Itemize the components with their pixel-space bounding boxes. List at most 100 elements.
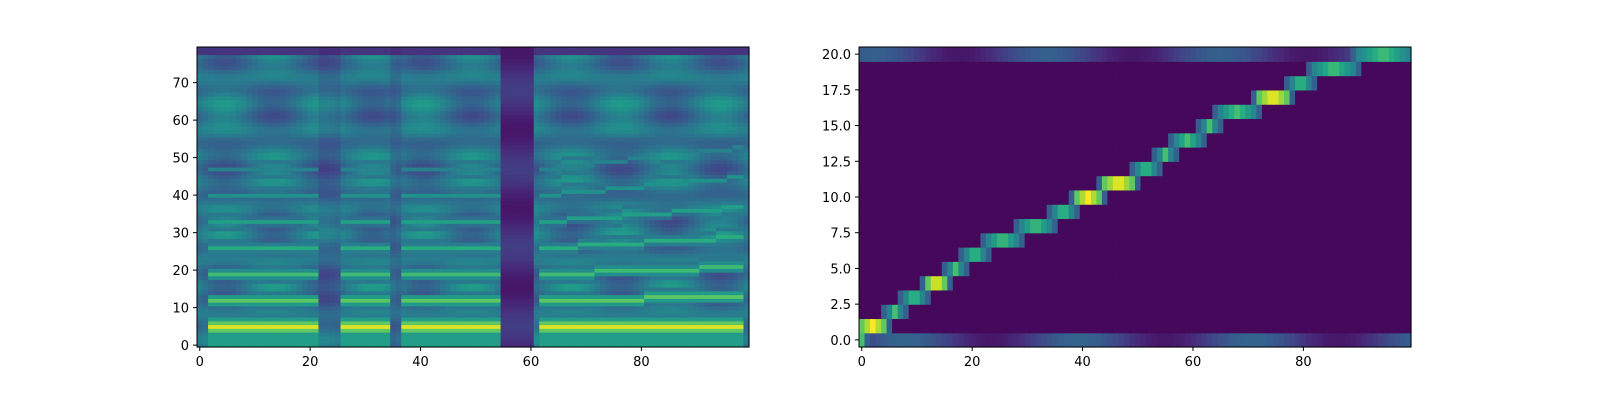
spectrogram-cell: [439, 320, 446, 326]
spectrogram-cell: [329, 294, 336, 299]
spectrogram-cell: [693, 174, 700, 179]
spectrogram-cell: [710, 197, 717, 202]
spectrogram-cell: [274, 305, 281, 311]
spectrogram-cell: [588, 182, 596, 187]
spectrogram-cell: [517, 234, 524, 239]
spectrogram-cell: [588, 335, 596, 341]
spectrogram-cell: [246, 305, 253, 311]
spectrogram-cell: [721, 339, 728, 344]
spectrogram-cell: [572, 279, 579, 284]
spectrogram-cell: [351, 245, 358, 251]
spectrogram-cell: [522, 279, 529, 284]
spectrogram-cell: [197, 328, 204, 333]
spectrogram-cell: [213, 332, 220, 337]
spectrogram-cell: [246, 212, 253, 217]
spectrogram-cell: [638, 302, 645, 307]
spectrogram-cell: [638, 163, 645, 168]
spectrogram-cell: [594, 238, 601, 243]
spectrogram-cell: [213, 275, 220, 281]
spectrogram-cell: [412, 290, 419, 296]
spectrogram-cell: [235, 238, 242, 243]
spectrogram-cell: [323, 215, 331, 221]
spectrogram-cell: [561, 339, 568, 344]
spectrogram-cell: [644, 170, 651, 176]
spectrogram-cell: [373, 339, 380, 344]
spectrogram-cell: [263, 317, 270, 322]
spectrogram-cell: [257, 298, 264, 303]
spectrogram-cell: [252, 182, 259, 187]
spectrogram-cell: [539, 212, 546, 217]
spectrogram-cell: [550, 230, 557, 236]
spectrogram-cell: [428, 163, 435, 168]
spectrogram-cell: [699, 189, 706, 194]
spectrogram-cell: [726, 302, 734, 307]
spectrogram-cell: [566, 242, 573, 247]
spectrogram-cell: [638, 242, 645, 247]
spectrogram-cell: [335, 208, 342, 213]
spectrogram-cell: [737, 283, 745, 288]
spectrogram-cell: [307, 272, 314, 277]
spectrogram-cell: [301, 298, 308, 303]
spectrogram-cell: [246, 332, 253, 337]
spectrogram-cell: [208, 332, 215, 337]
spectrogram-cell: [473, 227, 480, 232]
spectrogram-cell: [627, 253, 634, 258]
spectrogram-cell: [362, 279, 369, 284]
spectrogram-cell: [208, 163, 215, 168]
spectrogram-cell: [219, 275, 226, 281]
spectrogram-cell: [484, 242, 491, 247]
spectrogram-cell: [357, 242, 364, 247]
spectrogram-cell: [594, 290, 601, 296]
spectrogram-cell: [461, 317, 469, 322]
spectrogram-cell: [285, 335, 292, 341]
spectrogram-cell: [699, 287, 706, 292]
spectrogram-cell: [506, 302, 513, 307]
spectrogram-cell: [506, 227, 513, 232]
spectrogram-cell: [390, 320, 397, 326]
spectrogram-cell: [550, 189, 557, 194]
spectrogram-cell: [368, 257, 375, 262]
spectrogram-cell: [682, 317, 689, 322]
spectrogram-cell: [743, 189, 750, 194]
spectrogram-cell: [401, 294, 408, 299]
spectrogram-cell: [329, 167, 336, 172]
spectrogram-cell: [682, 204, 689, 209]
spectrogram-cell: [616, 260, 623, 266]
spectrogram-cell: [296, 287, 303, 292]
spectrogram-cell: [616, 219, 623, 224]
spectrogram-cell: [699, 159, 706, 164]
spectrogram-cell: [329, 268, 336, 273]
spectrogram-cell: [743, 339, 750, 344]
spectrogram-cell: [511, 242, 518, 247]
spectrogram-cell: [605, 230, 612, 236]
spectrogram-cell: [622, 324, 629, 329]
spectrogram-cell: [423, 332, 430, 337]
spectrogram-cell: [599, 290, 607, 296]
spectrogram-cell: [544, 242, 551, 247]
spectrogram-cell: [395, 332, 402, 337]
spectrogram-cell: [379, 215, 386, 221]
spectrogram-cell: [373, 159, 380, 164]
spectrogram-cell: [666, 170, 673, 176]
spectrogram-cell: [517, 287, 524, 292]
spectrogram-cell: [373, 230, 380, 236]
spectrogram-cell: [318, 200, 325, 206]
spectrogram-cell: [737, 197, 745, 202]
spectrogram-cell: [555, 283, 562, 288]
spectrogram-cell: [368, 332, 375, 337]
spectrogram-cell: [395, 320, 402, 326]
spectrogram-cell: [528, 253, 535, 258]
spectrogram-cell: [649, 242, 656, 247]
spectrogram-cell: [274, 223, 281, 228]
spectrogram-cell: [737, 182, 745, 187]
spectrogram-cell: [583, 264, 590, 269]
spectrogram-cell: [517, 200, 524, 206]
spectrogram-cell: [406, 208, 413, 213]
spectrogram-cell: [473, 159, 480, 164]
spectrogram-cell: [279, 275, 286, 281]
spectrogram-cell: [423, 163, 430, 168]
spectrogram-cell: [357, 163, 364, 168]
spectrogram-cell: [633, 264, 640, 269]
spectrogram-cell: [213, 212, 220, 217]
spectrogram-cell: [241, 294, 248, 299]
